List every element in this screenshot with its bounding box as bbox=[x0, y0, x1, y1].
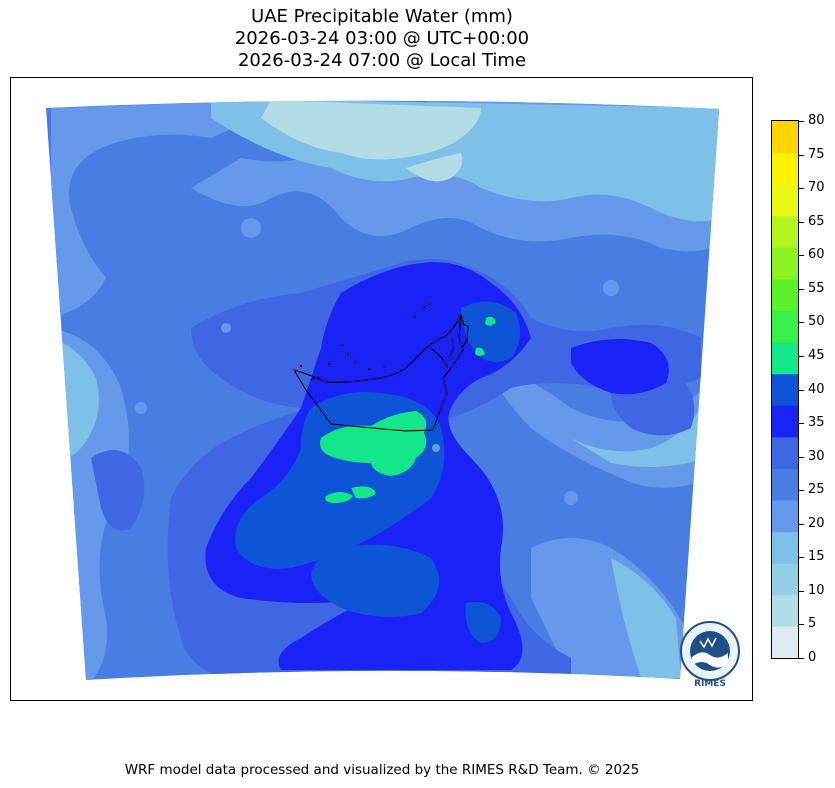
colorbar-swatch bbox=[772, 500, 798, 533]
colorbar-tick-label: 70 bbox=[808, 180, 825, 196]
colorbar-tick bbox=[799, 322, 804, 324]
colorbar-swatch bbox=[772, 215, 798, 248]
colorbar-swatch bbox=[772, 436, 798, 469]
title-utc-time: 2026-03-24 03:00 @ UTC+00:00 bbox=[234, 28, 530, 49]
colorbar-tick bbox=[799, 658, 804, 659]
colorbar-tick bbox=[799, 523, 804, 525]
colorbar-swatch bbox=[772, 278, 798, 312]
colorbar-tick-label: 35 bbox=[808, 415, 825, 431]
colorbar-swatches bbox=[772, 121, 798, 658]
rimes-logo-graphic: RIMES bbox=[680, 621, 740, 689]
colorbar-tick bbox=[799, 121, 804, 122]
colorbar-tick bbox=[799, 188, 804, 190]
colorbar-swatch bbox=[772, 563, 798, 596]
colorbar-tick bbox=[799, 423, 804, 425]
colorbar-tick bbox=[799, 590, 804, 592]
colorbar-tick-label: 65 bbox=[808, 213, 825, 229]
colorbar-tick bbox=[799, 624, 804, 626]
colorbar-swatch bbox=[772, 184, 798, 217]
colorbar-tick-label: 80 bbox=[808, 113, 825, 128]
rimes-logo-text: RIMES bbox=[694, 679, 726, 689]
chart-title: UAE Precipitable Water (mm) 2026-03-24 0… bbox=[0, 6, 764, 72]
colorbar-tick-label: 45 bbox=[808, 347, 825, 363]
colorbar-tick bbox=[799, 221, 804, 223]
precipitable-water-map bbox=[46, 100, 719, 680]
colorbar-swatch bbox=[772, 531, 798, 564]
colorbar-tick-label: 40 bbox=[808, 381, 825, 397]
colorbar-swatch bbox=[772, 468, 798, 501]
title-local-time: 2026-03-24 07:00 @ Local Time bbox=[237, 50, 527, 71]
colorbar-tick bbox=[799, 456, 804, 458]
colorbar-tick-label: 75 bbox=[808, 146, 825, 162]
colorbar-tick-label: 60 bbox=[808, 247, 825, 263]
rimes-logo: RIMES bbox=[678, 619, 742, 689]
uae-border bbox=[292, 314, 469, 432]
colorbar-tick-label: 20 bbox=[808, 515, 825, 531]
field-speckles bbox=[135, 218, 619, 505]
colorbar-tick bbox=[799, 389, 804, 391]
colorbar-swatch bbox=[772, 594, 798, 627]
colorbar-tick-label: 5 bbox=[808, 616, 817, 632]
colorbar-tick-label: 30 bbox=[808, 448, 825, 464]
uae-islands bbox=[300, 303, 431, 370]
colorbar-swatch bbox=[772, 152, 798, 185]
colorbar-tick-label: 25 bbox=[808, 482, 825, 498]
colorbar-tick bbox=[799, 557, 804, 559]
colorbar-swatch bbox=[772, 310, 798, 343]
colorbar-tick-label: 10 bbox=[808, 582, 825, 598]
colorbar-tick bbox=[799, 255, 804, 257]
colorbar-tick-label: 15 bbox=[808, 549, 825, 565]
colorbar-tick bbox=[799, 154, 804, 156]
colorbar bbox=[771, 120, 799, 659]
colorbar-swatch bbox=[772, 342, 798, 375]
colorbar-tick-label: 0 bbox=[808, 650, 817, 665]
colorbar-tick bbox=[799, 490, 804, 492]
colorbar-tick-label: 55 bbox=[808, 280, 825, 296]
map-panel bbox=[10, 77, 753, 701]
colorbar-swatch bbox=[772, 626, 798, 658]
colorbar-tick bbox=[799, 288, 804, 290]
footer-credit: WRF model data processed and visualized … bbox=[124, 762, 640, 778]
field-band-45-50 bbox=[320, 316, 496, 503]
title-parameter: UAE Precipitable Water (mm) bbox=[251, 6, 513, 27]
colorbar-swatch bbox=[772, 373, 798, 406]
wrf-domain bbox=[46, 100, 719, 680]
colorbar-swatch bbox=[772, 405, 798, 438]
colorbar-tick-label: 50 bbox=[808, 314, 825, 330]
colorbar-swatch bbox=[772, 247, 798, 280]
colorbar-tick bbox=[799, 355, 804, 357]
colorbar-swatch bbox=[772, 121, 798, 154]
field-band-10-15 bbox=[261, 100, 481, 182]
